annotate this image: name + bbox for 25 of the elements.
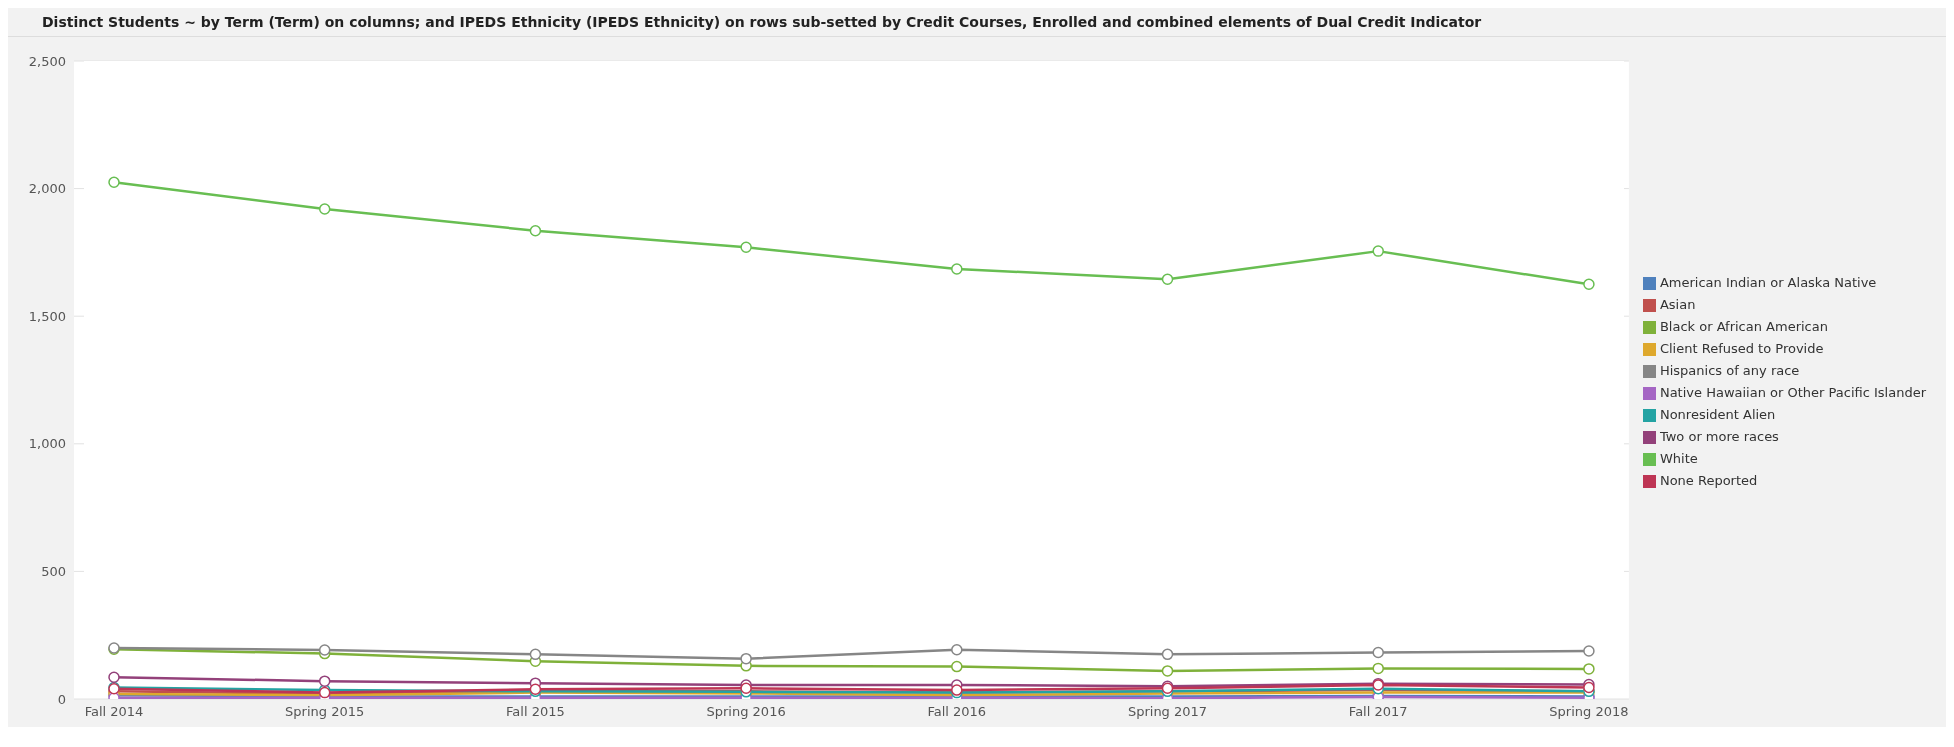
x-tick-label: Fall 2017: [1348, 704, 1408, 720]
legend-label: American Indian or Alaska Native: [1659, 275, 1877, 290]
legend-label: Hispanics of any race: [1659, 363, 1800, 378]
x-tick-label: Spring 2015: [285, 704, 365, 720]
x-tick-label: Spring 2017: [1127, 704, 1208, 720]
x-tick-label: Fall 2015: [506, 704, 565, 720]
legend-label: Two or more races: [1659, 429, 1779, 444]
y-tick-label: 1,000: [28, 436, 66, 452]
legend-label: Client Refused to Provide: [1659, 341, 1824, 356]
legend-label: Black or African American: [1659, 319, 1828, 334]
y-tick-label: 2,500: [28, 53, 66, 69]
x-tick-label: Spring 2018: [1549, 704, 1629, 720]
y-tick-label: 2,000: [28, 181, 66, 197]
legend-label: Native Hawaiian or Other Pacific Islander: [1659, 385, 1926, 400]
y-tick-label: 500: [41, 564, 66, 580]
chart-title: Distinct Students ~ by Term (Term) on columns; and IPEDS Ethnicity (IPEDS Ethnicity) on rows sub-setted by Credit Courses, Enrolled and combined elements of Dual Credit Indicator: [8, 8, 1946, 37]
legend-label: Nonresident Alien: [1659, 407, 1776, 422]
x-tick-label: Fall 2016: [927, 704, 987, 720]
y-tick-label: 0: [57, 691, 66, 707]
x-tick-label: Fall 2014: [84, 704, 144, 720]
x-tick-label: Spring 2016: [706, 704, 786, 720]
legend-label: Asian: [1659, 297, 1696, 312]
legend-label: None Reported: [1659, 473, 1758, 488]
legend-label: White: [1659, 451, 1698, 466]
y-tick-label: 1,500: [28, 308, 66, 324]
